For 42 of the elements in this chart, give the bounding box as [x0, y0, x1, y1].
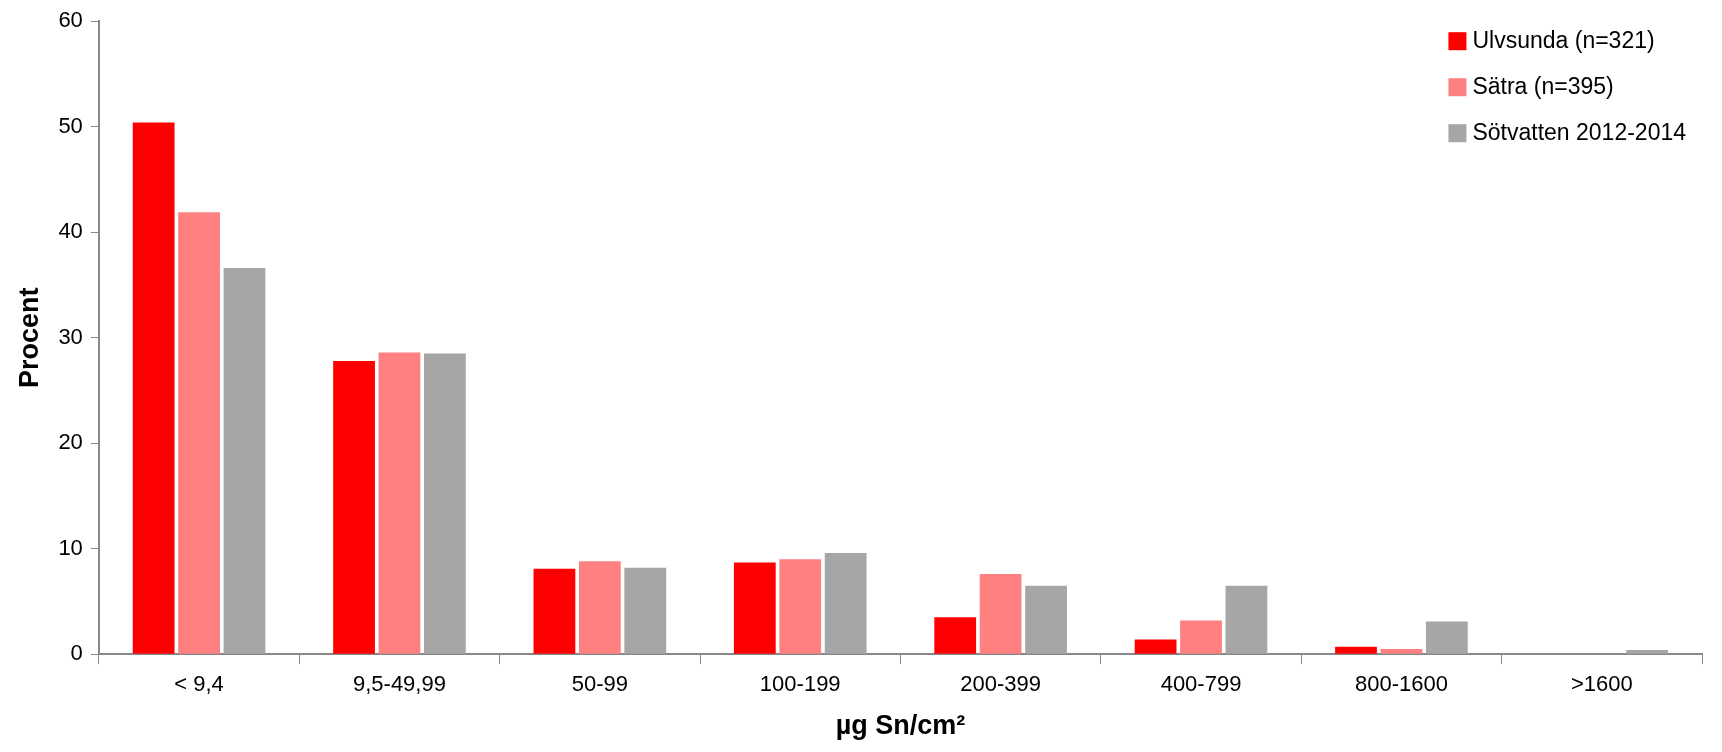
y-tick-label: 20 — [58, 429, 83, 455]
y-tick-label: 50 — [58, 112, 83, 138]
bar — [1335, 646, 1377, 654]
bar — [578, 561, 621, 654]
y-axis-title: Procent — [13, 287, 44, 388]
bar — [132, 122, 175, 654]
legend-label: Ulvsunda (n=321) — [1472, 26, 1655, 53]
y-tick-label: 40 — [58, 218, 83, 244]
bar — [423, 353, 466, 654]
y-tick-label: 60 — [58, 7, 83, 33]
bar — [533, 568, 576, 654]
bar — [1134, 639, 1177, 654]
x-tick-label: 9,5-49,99 — [352, 671, 446, 697]
x-tick-label: < 9,4 — [174, 671, 224, 697]
bar — [779, 559, 822, 654]
bar — [1425, 621, 1468, 654]
bar — [1225, 585, 1268, 654]
y-tick-label: 10 — [58, 534, 83, 560]
bar — [333, 360, 375, 654]
bar — [624, 567, 667, 654]
y-tick-label: 0 — [70, 640, 83, 666]
bar — [1626, 649, 1669, 654]
x-tick-label: 800-1600 — [1354, 671, 1448, 697]
bar — [824, 552, 867, 654]
bar — [1380, 648, 1423, 654]
x-tick-label: 200-399 — [960, 671, 1042, 697]
x-tick-label: 400-799 — [1160, 671, 1242, 697]
x-tick-label: >1600 — [1570, 671, 1633, 697]
legend-label: Sätra (n=395) — [1472, 72, 1614, 99]
bar — [378, 352, 421, 654]
y-tick-label: 30 — [58, 323, 83, 349]
bar — [1025, 585, 1067, 654]
bar — [934, 617, 977, 654]
bar — [178, 212, 220, 654]
x-tick-label: 50-99 — [571, 671, 628, 697]
bar — [223, 268, 266, 654]
bar — [1180, 620, 1222, 654]
legend-label: Sötvatten 2012-2014 — [1472, 118, 1687, 145]
bar — [733, 562, 776, 654]
x-tick-label: 100-199 — [759, 671, 841, 697]
bar — [979, 574, 1022, 654]
x-axis-title: µg Sn/cm² — [835, 710, 966, 741]
